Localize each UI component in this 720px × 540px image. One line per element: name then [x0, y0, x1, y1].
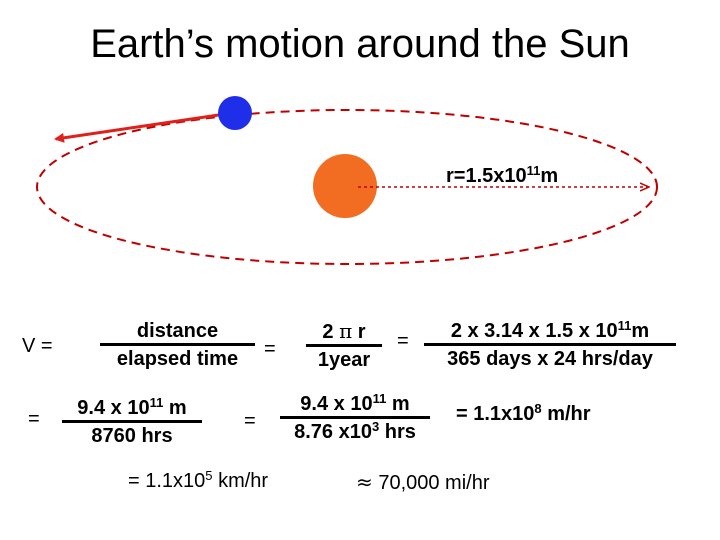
fraction-distance-over-hours: 9.4 x 1011 m 8760 hrs [62, 396, 202, 449]
fraction-numerator: 2 x 3.14 x 1.5 x 1011m [424, 319, 676, 346]
earth [218, 96, 252, 130]
fraction-scientific: 9.4 x 1011 m 8.76 x103 hrs [280, 392, 430, 445]
orbit-ellipse [36, 109, 658, 265]
fraction-numerator: 9.4 x 1011 m [280, 392, 430, 419]
fraction-denominator: 365 days x 24 hrs/day [447, 348, 653, 370]
fraction-numerator: distance [100, 319, 255, 346]
equals-sign: = [28, 408, 40, 430]
fraction-2pir-over-year: 2 π r 1year [306, 319, 382, 373]
fraction-distance-over-time: distance elapsed time [100, 319, 255, 372]
equals-sign: = [397, 330, 409, 352]
equals-sign: = [264, 338, 276, 360]
fraction-numeric: 2 x 3.14 x 1.5 x 1011m 365 days x 24 hrs… [424, 319, 676, 372]
fraction-denominator: 8.76 x103 hrs [294, 418, 416, 443]
page-title: Earth’s motion around the Sun [90, 22, 630, 66]
velocity-arrow [54, 111, 233, 143]
fraction-denominator: 8760 hrs [91, 425, 173, 447]
fraction-denominator: 1year [317, 349, 371, 371]
result-meters-per-hour: = 1.1x108 m/hr [456, 400, 591, 425]
radius-label: r=1.5x1011m [446, 162, 559, 187]
fraction-denominator: elapsed time [116, 348, 239, 370]
sun [313, 154, 377, 218]
fraction-numerator: 2 π r [306, 319, 382, 347]
fraction-numerator: 9.4 x 1011 m [62, 396, 202, 423]
velocity-lhs: V = [22, 335, 53, 357]
result-miles-per-hour: ≈ 70,000 mi/hr [356, 470, 490, 494]
equals-sign: = [244, 410, 256, 432]
result-km-per-hour: = 1.1x105 km/hr [128, 467, 269, 492]
